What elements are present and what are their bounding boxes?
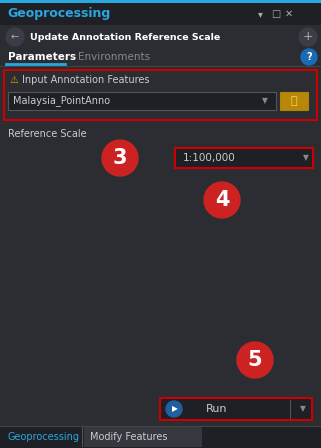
FancyBboxPatch shape — [0, 3, 321, 25]
Circle shape — [102, 140, 138, 176]
FancyBboxPatch shape — [8, 92, 276, 110]
Text: Geoprocessing: Geoprocessing — [7, 432, 79, 442]
Text: Parameters: Parameters — [8, 52, 76, 62]
Text: 3: 3 — [113, 148, 127, 168]
FancyBboxPatch shape — [0, 0, 321, 3]
Text: ←: ← — [11, 32, 19, 42]
Text: Malaysia_PointAnno: Malaysia_PointAnno — [13, 95, 110, 107]
Circle shape — [301, 49, 317, 65]
Text: Environments: Environments — [78, 52, 150, 62]
Text: □: □ — [271, 9, 280, 19]
FancyBboxPatch shape — [160, 398, 312, 420]
Text: ▾: ▾ — [258, 9, 263, 19]
Text: ?: ? — [306, 52, 312, 62]
Text: ▶: ▶ — [172, 405, 178, 414]
Text: ▼: ▼ — [303, 154, 309, 163]
Text: 1:100,000: 1:100,000 — [183, 153, 236, 163]
Text: Update Annotation Reference Scale: Update Annotation Reference Scale — [30, 33, 220, 42]
Text: Geoprocessing: Geoprocessing — [7, 8, 110, 21]
FancyBboxPatch shape — [4, 70, 317, 120]
Circle shape — [299, 28, 317, 46]
Text: Run: Run — [206, 404, 228, 414]
FancyBboxPatch shape — [0, 426, 321, 448]
Text: Input Annotation Features: Input Annotation Features — [22, 75, 150, 85]
Text: 4: 4 — [215, 190, 229, 210]
Circle shape — [237, 342, 273, 378]
FancyBboxPatch shape — [175, 148, 313, 168]
FancyBboxPatch shape — [84, 427, 202, 447]
Text: +: + — [303, 30, 313, 43]
FancyBboxPatch shape — [280, 92, 308, 110]
Text: ▼: ▼ — [262, 96, 268, 105]
Text: ▼: ▼ — [300, 405, 306, 414]
Circle shape — [166, 401, 182, 417]
Circle shape — [6, 28, 24, 46]
Text: Reference Scale: Reference Scale — [8, 129, 87, 139]
Text: Modify Features: Modify Features — [90, 432, 168, 442]
Text: ✕: ✕ — [285, 9, 293, 19]
Circle shape — [204, 182, 240, 218]
Text: 5: 5 — [248, 350, 262, 370]
Text: 🗀: 🗀 — [291, 96, 297, 106]
Text: ⚠: ⚠ — [10, 75, 19, 85]
